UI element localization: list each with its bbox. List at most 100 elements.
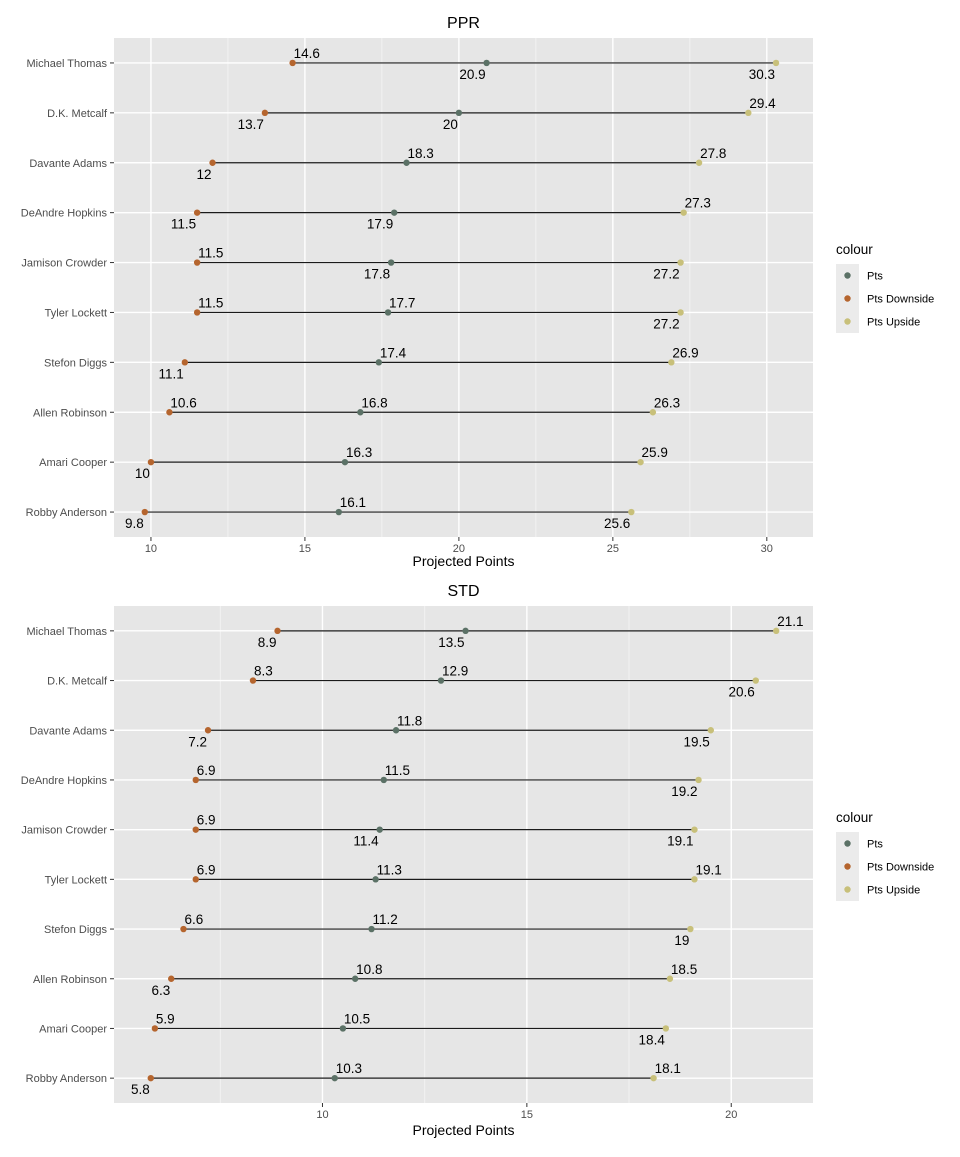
- value-label: 17.8: [364, 267, 390, 282]
- legend-label: Pts Upside: [867, 885, 920, 897]
- x-tick-label: 10: [145, 543, 157, 555]
- point-pts-upside: [773, 627, 780, 635]
- point-pts-upside: [772, 59, 780, 67]
- category-label: Davante Adams: [29, 158, 107, 170]
- point-pts-downside: [193, 209, 201, 216]
- category-label: Robby Anderson: [26, 1073, 107, 1085]
- point-pts: [403, 159, 410, 166]
- legend-title: colour: [836, 242, 873, 257]
- category-label: Robby Anderson: [26, 507, 107, 519]
- value-label: 27.2: [653, 267, 679, 282]
- legend-swatch: [844, 886, 851, 893]
- plot-panel: [114, 38, 813, 537]
- legend-label: Pts Upside: [867, 317, 920, 329]
- value-label: 11.5: [198, 295, 223, 310]
- value-label: 11.1: [159, 366, 184, 381]
- point-pts-upside: [695, 159, 703, 166]
- point-pts: [331, 1074, 338, 1082]
- point-pts: [387, 259, 395, 266]
- value-label: 10.8: [356, 962, 382, 977]
- legend-swatch: [844, 840, 851, 847]
- value-label: 6.3: [151, 983, 170, 998]
- point-pts-upside: [745, 109, 752, 117]
- point-pts-upside: [662, 1025, 670, 1032]
- legend: colour Pts Pts Downside Pts Upside: [836, 242, 934, 333]
- category-label: DeAndre Hopkins: [21, 208, 108, 220]
- value-label: 10.5: [344, 1011, 370, 1026]
- point-pts: [392, 727, 400, 734]
- point-pts-downside: [166, 409, 173, 416]
- point-pts-downside: [261, 109, 269, 117]
- value-label: 17.4: [380, 345, 407, 360]
- point-pts-upside: [666, 975, 674, 982]
- value-label: 8.9: [258, 635, 277, 650]
- point-pts-upside: [707, 727, 715, 734]
- point-pts-downside: [141, 508, 148, 516]
- point-pts-downside: [151, 1025, 159, 1032]
- chart-title: PPR: [447, 15, 480, 32]
- point-pts-downside: [147, 1074, 154, 1082]
- legend-title: colour: [836, 810, 873, 825]
- value-label: 14.6: [294, 46, 320, 61]
- category-label: Stefon Diggs: [44, 357, 107, 369]
- value-label: 11.3: [377, 862, 402, 877]
- point-pts: [462, 627, 469, 635]
- value-label: 16.1: [340, 495, 366, 510]
- value-label: 20.9: [459, 67, 485, 82]
- category-label: Davante Adams: [29, 725, 107, 737]
- value-label: 25.9: [642, 445, 668, 460]
- point-pts: [372, 876, 379, 883]
- value-label: 21.1: [777, 614, 803, 629]
- legend-swatch: [844, 863, 851, 870]
- value-label: 19.2: [671, 784, 697, 799]
- chart-title: STD: [448, 583, 480, 600]
- category-label: Amari Cooper: [39, 457, 107, 469]
- point-pts-upside: [628, 508, 635, 516]
- point-pts-downside: [204, 727, 212, 734]
- point-pts: [341, 458, 349, 466]
- value-label: 18.1: [655, 1061, 681, 1076]
- value-label: 10: [135, 466, 150, 481]
- point-pts-downside: [249, 677, 257, 684]
- value-label: 12: [197, 167, 212, 182]
- value-label: 17.7: [389, 295, 415, 310]
- x-axis-title: Projected Points: [413, 1122, 515, 1138]
- value-label: 30.3: [749, 67, 775, 82]
- point-pts: [391, 209, 398, 216]
- category-label: Allen Robinson: [33, 974, 107, 986]
- category-label: D.K. Metcalf: [47, 108, 108, 120]
- point-pts-upside: [691, 826, 698, 833]
- legend-label: Pts Downside: [867, 294, 934, 306]
- value-label: 11.2: [373, 912, 398, 927]
- point-pts: [357, 409, 364, 416]
- value-label: 16.8: [361, 395, 387, 410]
- value-label: 8.3: [254, 664, 273, 679]
- point-pts-upside: [668, 359, 675, 366]
- value-label: 18.4: [639, 1032, 666, 1047]
- category-label: DeAndre Hopkins: [21, 775, 108, 787]
- point-pts-downside: [192, 876, 199, 883]
- value-label: 19.1: [667, 834, 693, 849]
- category-label: D.K. Metcalf: [47, 676, 108, 688]
- category-label: Allen Robinson: [33, 407, 107, 419]
- legend-label: Pts: [867, 271, 883, 283]
- point-pts-downside: [192, 776, 199, 784]
- category-label: Michael Thomas: [27, 58, 108, 70]
- category-label: Tyler Lockett: [45, 874, 107, 886]
- value-label: 10.3: [336, 1061, 362, 1076]
- point-pts-upside: [677, 309, 684, 316]
- point-pts: [455, 109, 463, 117]
- value-label: 6.9: [197, 862, 216, 877]
- value-label: 26.9: [672, 345, 698, 360]
- value-label: 27.3: [685, 196, 711, 211]
- point-pts-upside: [637, 458, 644, 466]
- value-label: 29.4: [749, 96, 776, 111]
- point-pts-downside: [193, 259, 201, 266]
- legend-swatch: [844, 295, 851, 302]
- legend-label: Pts Downside: [867, 862, 934, 874]
- value-label: 20.6: [728, 685, 754, 700]
- value-label: 11.5: [171, 217, 196, 232]
- x-tick-label: 15: [521, 1109, 533, 1121]
- value-label: 13.5: [438, 635, 464, 650]
- legend-swatch: [844, 272, 851, 279]
